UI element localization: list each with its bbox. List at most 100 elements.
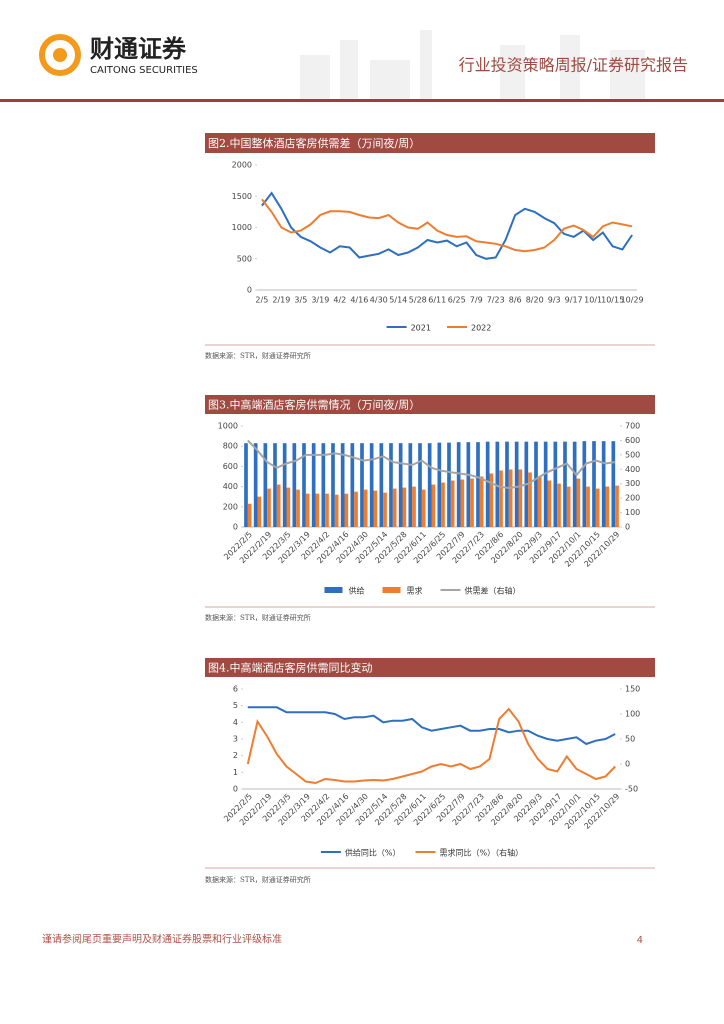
legend-label: 供给 (349, 586, 365, 596)
x-tick-label: 2/5 (255, 296, 268, 305)
bar (282, 443, 287, 527)
bar (267, 488, 271, 527)
bar (296, 489, 300, 527)
bar (437, 442, 442, 527)
bar (605, 486, 610, 527)
y-tick-label: 500 (237, 254, 252, 263)
legend-label: 2022 (471, 324, 491, 333)
bar (340, 443, 345, 527)
bar (257, 496, 262, 527)
bar (508, 469, 513, 527)
bar (615, 485, 619, 527)
bar (373, 490, 378, 527)
line-series (246, 707, 616, 785)
figure-title-bar (205, 658, 655, 677)
y-tick-label: 1000 (232, 223, 252, 232)
bar (311, 443, 316, 527)
bar (441, 482, 445, 527)
y-tick-label: 5 (233, 701, 238, 710)
x-tick-label: 4/2 (333, 296, 346, 305)
figure-title-bar (205, 133, 655, 153)
y-tick-label: 1000 (218, 422, 238, 431)
x-tick-label: 3/5 (294, 296, 307, 305)
x-tick-label: 7/9 (470, 296, 483, 305)
bar (505, 441, 509, 527)
bar (611, 441, 616, 527)
x-tick-label: 8/20 (526, 296, 544, 305)
source-note: 数据来源：STR，财通证券研究所 (205, 613, 311, 622)
x-tick-label: 6/25 (448, 296, 466, 305)
figure-title-bar (205, 395, 655, 414)
x-tick-label: 10/1 (584, 296, 602, 305)
x-tick-label: 4/30 (370, 296, 388, 305)
legend-swatch (324, 587, 343, 593)
x-tick-label: 10/29 (621, 296, 644, 305)
y2-tick-label: 400 (625, 465, 640, 474)
logo-en: CAITONG SECURITIES (90, 65, 198, 76)
bar (392, 488, 397, 527)
bar (514, 441, 519, 527)
x-tick-label: 3/19 (311, 296, 329, 305)
bar (331, 443, 335, 527)
bar (431, 484, 436, 527)
bar (466, 442, 471, 527)
bar (534, 441, 538, 527)
bar (247, 503, 252, 527)
y2-tick-label: 50 (625, 735, 635, 744)
bar (244, 443, 248, 527)
y-tick-label: 1 (233, 768, 238, 777)
line-series (261, 191, 633, 260)
header-skyline (300, 30, 645, 100)
bar (321, 443, 326, 527)
bar (369, 443, 374, 527)
source-note: 数据来源：STR，财通证券研究所 (205, 351, 311, 360)
y2-tick-label: 600 (625, 436, 640, 445)
bar (344, 493, 349, 527)
figure-title: 图3.中高端酒店客房供需情况（万间夜/周） (208, 398, 420, 412)
bar (412, 486, 416, 527)
y2-tick-label: 0 (625, 760, 630, 769)
y-tick-label: 2 (233, 751, 238, 760)
bar (276, 484, 281, 527)
line-series (247, 439, 616, 490)
bar (292, 443, 297, 527)
bar (460, 479, 465, 527)
y-tick-label: 4 (233, 718, 238, 727)
header-rule (0, 99, 724, 102)
bar (557, 483, 561, 527)
legend-label: 2021 (411, 324, 431, 333)
x-tick-label: 2/19 (272, 296, 290, 305)
bar (566, 486, 571, 527)
bar (537, 476, 542, 527)
y2-tick-label: 200 (625, 494, 640, 503)
bar (489, 473, 494, 527)
y-tick-label: 2000 (232, 161, 252, 170)
bar (363, 489, 368, 527)
bar (592, 441, 596, 527)
bar (553, 441, 558, 527)
y-tick-label: 0 (233, 523, 238, 532)
bar (576, 478, 581, 527)
bar (547, 480, 552, 527)
y-tick-label: 6 (233, 685, 238, 694)
bar (518, 469, 523, 527)
y2-tick-label: 700 (625, 422, 640, 431)
bar (563, 441, 567, 527)
bar (499, 470, 503, 527)
x-tick-label: 6/11 (428, 296, 446, 305)
bar (476, 442, 480, 527)
legend-label: 供给同比（%） (345, 848, 401, 858)
figure-title: 图4.中高端酒店客房供需同比变动 (208, 661, 373, 675)
y2-tick-label: 100 (625, 710, 640, 719)
bar (543, 441, 548, 527)
legend-label: 需求同比（%）（右轴） (440, 848, 524, 858)
page-number: 4 (637, 935, 643, 946)
bar (354, 491, 358, 527)
x-tick-label: 9/17 (565, 296, 583, 305)
bar (302, 443, 306, 527)
source-note: 数据来源：STR，财通证券研究所 (205, 875, 311, 884)
bar (253, 443, 258, 527)
x-tick-label: 5/14 (389, 296, 407, 305)
x-tick-label: 4/16 (350, 296, 368, 305)
